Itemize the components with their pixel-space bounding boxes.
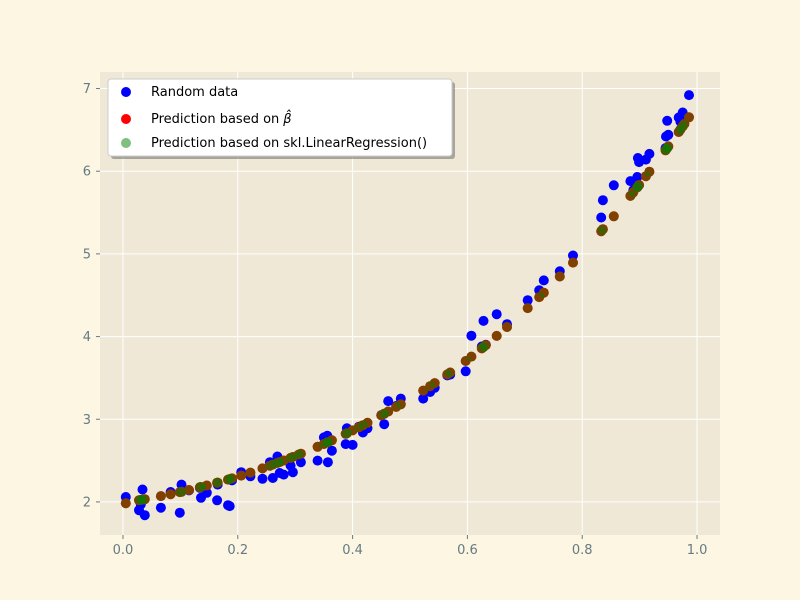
y-tick-label: 3 <box>83 413 91 428</box>
skl-prediction-point <box>684 112 694 123</box>
axis-ticks: 0.0 0.2 0.4 0.6 0.8 1.0 2 3 4 5 6 7 <box>83 82 708 558</box>
skl-prediction-point <box>480 340 491 351</box>
random-data-point <box>478 315 489 326</box>
legend-label-skl-prediction: Prediction based on skl.LinearRegression… <box>151 136 427 151</box>
x-tick-label: 0.2 <box>227 543 248 558</box>
random-data-point <box>137 484 148 495</box>
random-data-point <box>596 212 607 223</box>
skl-prediction-point <box>236 470 247 481</box>
skl-prediction-point <box>429 378 440 389</box>
legend-label-beta-symbol: β̂ <box>282 110 291 127</box>
random-data-point <box>522 295 533 306</box>
random-data-point <box>312 455 323 466</box>
skl-prediction-point <box>383 406 394 417</box>
skl-prediction-point <box>227 473 237 484</box>
random-data-point <box>460 366 471 377</box>
skl-prediction-point <box>245 467 256 478</box>
skl-prediction-point <box>155 491 166 502</box>
legend-marker-skl-prediction <box>121 138 131 148</box>
random-data-point <box>632 172 643 182</box>
random-data-point <box>257 473 268 484</box>
y-tick-label: 4 <box>83 330 91 345</box>
random-data-point <box>287 467 298 478</box>
random-data-point <box>418 393 429 404</box>
skl-prediction-point <box>176 486 187 497</box>
skl-prediction-point <box>362 417 373 428</box>
legend-marker-beta-prediction <box>121 114 131 124</box>
skl-prediction-point <box>568 257 578 268</box>
random-data-point <box>608 180 619 191</box>
random-data-point <box>139 510 150 521</box>
skl-prediction-point <box>395 399 406 410</box>
random-data-point <box>491 309 502 320</box>
y-tick-label: 7 <box>83 82 91 97</box>
skl-prediction-point <box>165 489 176 500</box>
random-data-point <box>155 502 166 513</box>
random-data-point <box>644 148 655 159</box>
random-data-point <box>663 129 674 140</box>
skl-prediction-point <box>139 494 150 505</box>
random-data-point <box>176 479 187 490</box>
skl-prediction-point <box>502 322 512 332</box>
skl-prediction-point <box>184 485 194 495</box>
skl-prediction-point <box>212 477 223 488</box>
x-tick-label: 0.4 <box>342 543 363 558</box>
skl-prediction-point <box>538 287 549 298</box>
skl-prediction-point <box>597 224 608 235</box>
skl-prediction-point <box>445 367 456 378</box>
skl-prediction-point <box>634 180 645 190</box>
skl-prediction-point <box>522 303 533 314</box>
skl-prediction-point <box>491 330 502 341</box>
legend-marker-random-data <box>121 87 131 97</box>
legend-label-beta-text: Prediction based on <box>151 112 279 127</box>
x-tick-label: 0.0 <box>113 543 134 558</box>
random-data-point <box>326 445 337 456</box>
skl-prediction-point <box>663 141 674 152</box>
random-data-point <box>295 457 306 468</box>
random-data-point <box>278 469 289 480</box>
data-points <box>120 90 694 521</box>
skl-prediction-point <box>466 351 477 362</box>
random-data-point <box>379 419 390 430</box>
random-data-point <box>466 330 477 341</box>
random-data-point <box>267 473 278 483</box>
random-data-point <box>224 501 235 512</box>
skl-prediction-point <box>326 435 337 446</box>
y-tick-label: 6 <box>83 165 91 180</box>
x-tick-label: 0.8 <box>572 543 593 558</box>
skl-prediction-points <box>120 112 694 509</box>
random-data-point <box>597 195 608 206</box>
legend-label-beta-prediction: Prediction based on β̂ <box>151 110 292 127</box>
skl-prediction-point <box>644 166 655 177</box>
skl-prediction-point <box>201 480 212 491</box>
random-data-point <box>347 439 358 450</box>
skl-prediction-point <box>295 448 306 459</box>
x-tick-label: 1.0 <box>687 543 708 558</box>
random-data-point <box>568 250 578 261</box>
x-tick-label: 0.6 <box>457 543 478 558</box>
y-tick-label: 2 <box>83 495 91 510</box>
random-data-point <box>684 90 694 101</box>
random-data-point <box>174 507 185 518</box>
random-data-point <box>212 495 223 506</box>
random-data-point <box>322 457 333 468</box>
random-data-point <box>662 115 673 126</box>
legend-box <box>107 78 453 157</box>
y-tick-label: 5 <box>83 247 91 262</box>
skl-prediction-point <box>120 498 131 509</box>
legend-label-random-data: Random data <box>151 85 238 100</box>
legend: Random data Prediction based on β̂ Predic… <box>107 78 455 159</box>
random-data-point <box>538 275 549 286</box>
skl-prediction-point <box>608 211 619 222</box>
random-data-point <box>383 396 394 407</box>
skl-prediction-point <box>554 271 565 282</box>
